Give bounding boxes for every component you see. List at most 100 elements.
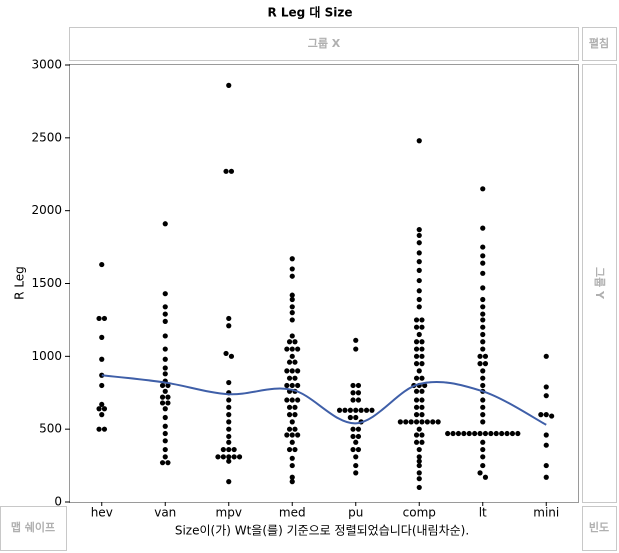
data-point	[413, 353, 420, 359]
data-point	[295, 382, 301, 389]
group-y-zone[interactable]	[582, 64, 617, 503]
data-point	[226, 426, 232, 432]
data-point	[347, 407, 353, 413]
data-point	[162, 318, 168, 324]
data-point	[413, 404, 420, 410]
data-point	[289, 304, 295, 310]
data-point	[295, 397, 301, 403]
data-point	[350, 390, 356, 396]
x-tick-label: lt	[479, 506, 487, 520]
map-shape-zone[interactable]	[0, 506, 67, 551]
data-point	[480, 439, 486, 445]
data-point	[353, 414, 359, 421]
data-point	[228, 168, 235, 174]
data-point	[289, 432, 295, 438]
data-point	[416, 259, 422, 265]
data-point	[286, 359, 293, 365]
data-point	[286, 375, 293, 381]
data-point	[289, 439, 295, 445]
wrap-zone[interactable]	[582, 27, 617, 61]
data-point	[292, 446, 298, 453]
data-point	[419, 324, 425, 330]
data-point	[408, 419, 414, 425]
data-point	[480, 382, 486, 389]
data-point	[416, 138, 422, 144]
frequency-zone[interactable]	[582, 506, 617, 551]
data-point	[289, 382, 295, 389]
data-point	[226, 82, 232, 88]
data-point	[403, 419, 409, 425]
data-point	[413, 432, 420, 438]
data-point	[363, 407, 370, 413]
data-point	[422, 382, 428, 389]
data-point	[226, 439, 232, 445]
data-point	[413, 419, 420, 425]
data-point	[162, 388, 168, 394]
data-point	[101, 406, 108, 412]
data-point	[292, 412, 298, 418]
data-point	[159, 394, 166, 400]
data-point	[162, 221, 168, 227]
data-point	[413, 361, 420, 367]
data-point	[284, 368, 290, 374]
data-point	[353, 470, 359, 476]
data-point	[538, 412, 544, 418]
data-point	[353, 407, 359, 413]
data-point	[480, 454, 486, 460]
data-point	[416, 240, 422, 246]
data-point	[96, 406, 102, 412]
data-point	[416, 227, 422, 233]
data-point	[549, 413, 555, 419]
data-point	[295, 346, 301, 352]
data-point	[413, 388, 420, 394]
data-point	[355, 446, 362, 453]
data-point	[480, 331, 486, 338]
x-tick-label: mini	[533, 506, 559, 520]
data-point	[289, 292, 295, 298]
data-point	[355, 397, 362, 403]
data-point	[165, 460, 171, 466]
data-point	[419, 361, 425, 367]
data-point	[504, 430, 510, 437]
data-point	[419, 404, 425, 410]
y-tick-label: 2500	[31, 130, 62, 144]
y-tick-label: 500	[39, 422, 62, 436]
data-point	[543, 462, 549, 469]
data-point	[99, 334, 105, 340]
data-point	[355, 426, 362, 432]
data-point	[543, 442, 549, 448]
plot-frame	[69, 64, 579, 503]
data-point	[292, 375, 298, 381]
data-point	[353, 454, 359, 460]
x-tick-label: pu	[348, 506, 363, 520]
data-point	[162, 454, 168, 460]
y-tick-label: 1500	[31, 276, 62, 290]
chart-title: R Leg 대 Size	[267, 6, 352, 20]
data-point	[482, 353, 489, 359]
data-point	[99, 401, 105, 408]
data-point	[162, 304, 168, 310]
data-point	[358, 407, 364, 413]
data-point	[355, 390, 362, 396]
data-point	[286, 426, 293, 432]
data-point	[226, 397, 232, 403]
data-point	[480, 304, 486, 310]
data-point	[292, 339, 298, 345]
data-point	[416, 454, 422, 460]
data-point	[480, 260, 486, 266]
data-point	[355, 382, 362, 389]
data-point	[419, 432, 425, 438]
x-axis-label: Size이(가) Wt을(를) 기준으로 정렬되었습니다(내림차순).	[175, 524, 469, 538]
y-tick-label: 2000	[31, 203, 62, 217]
data-point	[350, 426, 356, 432]
data-point	[419, 419, 425, 425]
data-point	[162, 291, 168, 297]
data-point	[480, 462, 486, 469]
frequency-label: 빈도	[589, 520, 609, 534]
group-x-zone[interactable]	[69, 27, 579, 61]
data-point	[292, 359, 298, 365]
data-point	[480, 419, 486, 425]
data-point	[289, 419, 295, 425]
data-point	[397, 419, 403, 425]
data-point	[289, 310, 295, 316]
